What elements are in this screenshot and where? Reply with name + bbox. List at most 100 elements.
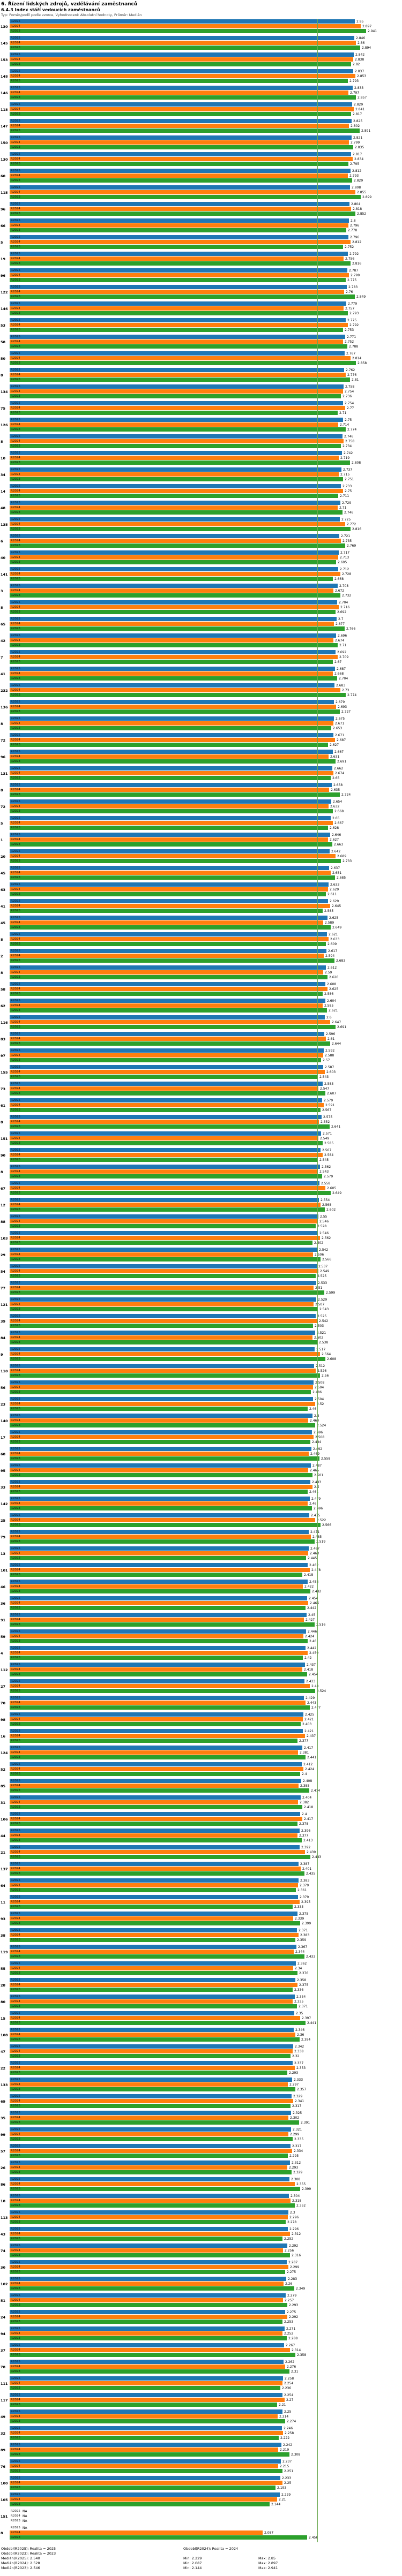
bar-r2023 xyxy=(10,1822,297,1826)
series-label: R2025 xyxy=(11,2194,20,2197)
bar-r2024 xyxy=(10,290,344,294)
bar-row: R2025 2.287 xyxy=(10,2260,402,2265)
series-label: R2025 xyxy=(11,1082,20,1085)
period-r2025: Období(R2025): Realita = 2025 xyxy=(1,2547,56,2551)
bar-row: R2025 2.317 xyxy=(10,2144,402,2149)
bar-r2025 xyxy=(10,1945,296,1949)
series-label: R2025 xyxy=(11,601,20,604)
bar-row: R2025 2.508 xyxy=(10,1380,402,1385)
bar-row: R2024 2.258 xyxy=(10,2431,402,2436)
group-label: 150 xyxy=(1,141,8,145)
bar-row: R2023 2.477 xyxy=(10,1705,402,1710)
bar-r2025 xyxy=(10,2028,294,2032)
series-label: R2025 xyxy=(11,86,20,89)
bar-row: R2025 2.817 xyxy=(10,152,402,157)
bar-group: 77 R2025 2.533 R2024 2.51 R2023 2.599 xyxy=(0,1281,402,1297)
bar-r2024 xyxy=(10,24,361,28)
bar-r2025 xyxy=(10,2160,290,2165)
bar-r2024 xyxy=(10,1252,313,1257)
bar-row: R2023 2.335 xyxy=(10,2137,402,2142)
bar-group: 102 R2025 2.283 R2024 2.26 R2023 2.349 xyxy=(0,2277,402,2293)
series-label: R2025 xyxy=(11,468,20,471)
bar-row: R2025 2.537 xyxy=(10,1264,402,1269)
value-label: 2.612 xyxy=(327,966,337,970)
bar-row: R2025 2.554 xyxy=(10,1198,402,1203)
bar-row: R2024 2.632 xyxy=(10,804,402,809)
bar-row: R2025 2.471 xyxy=(10,1530,402,1535)
value-label: 2.48 xyxy=(311,1684,319,1688)
bar-r2025 xyxy=(10,932,327,936)
bar-r2023 xyxy=(10,1672,307,1676)
series-label: R2024 xyxy=(11,1386,20,1389)
bar-row: R2023 2.57 xyxy=(10,1058,402,1063)
bar-group: 59 R2025 2.446 R2024 2.424 R2023 2.46 xyxy=(0,1629,402,1646)
series-label: R2025 xyxy=(11,2045,20,2048)
series-label: R2024 xyxy=(11,207,20,210)
bar-r2023 xyxy=(10,759,336,764)
value-label: 2.087 xyxy=(264,2531,274,2535)
bar-row: R2023 2.774 xyxy=(10,427,402,432)
series-label: R2024 xyxy=(11,2016,20,2020)
bar-r2023 xyxy=(10,2419,285,2423)
bar-r2024 xyxy=(10,472,339,477)
value-label: 2.397 xyxy=(302,2016,311,2020)
bar-r2024 xyxy=(10,854,336,858)
value-label: 2.395 xyxy=(301,1900,311,1904)
bar-r2023 xyxy=(10,1191,331,1195)
bar-group: 96 R2025 2.787 R2024 2.799 R2023 2.775 xyxy=(0,268,402,285)
series-label: R2024 xyxy=(11,2116,20,2119)
bar-r2024 xyxy=(10,688,340,692)
na-label: NA xyxy=(23,2514,27,2518)
value-label: 2.4 xyxy=(302,1812,307,1816)
value-label: 2.502 xyxy=(314,1336,324,1340)
stat-line-r2024: Medián(R2024): 2.528 Min: 2.087 Max: 2.8… xyxy=(1,2561,401,2566)
bar-row: R2025 2.312 xyxy=(10,2160,402,2165)
value-label: 2.242 xyxy=(283,2443,293,2447)
series-label: R2024 xyxy=(11,74,20,78)
series-label: R2025 xyxy=(11,1132,20,1135)
bar-r2025 xyxy=(10,2011,294,2015)
series-label: R2025 xyxy=(11,2393,20,2397)
bar-row: R2024 2.631 xyxy=(10,754,402,759)
bar-r2024 xyxy=(10,2431,283,2435)
value-label: 2.71 xyxy=(339,411,347,415)
value-label: 2.337 xyxy=(294,2061,304,2065)
series-label: R2025 xyxy=(11,2310,20,2314)
bar-row: R2023 2.4 xyxy=(10,1772,402,1777)
value-label: 2.704 xyxy=(339,677,348,681)
series-label: R2023 xyxy=(11,1988,20,1991)
series-label: R2023 xyxy=(11,1241,20,1244)
bar-row: R2024 2.61 xyxy=(10,1037,402,1041)
series-label: R2025 xyxy=(11,783,20,787)
bar-row: R2025 2.821 xyxy=(10,135,402,140)
value-label: 2.713 xyxy=(340,556,349,560)
bar-r2023 xyxy=(10,195,361,199)
group-label: 5 xyxy=(1,240,3,245)
bar-r2024 xyxy=(10,1020,330,1024)
bar-row: R2023 2.399 xyxy=(10,1921,402,1926)
bar-r2023 xyxy=(10,2436,279,2440)
bar-row: R2023 2.746 xyxy=(10,510,402,515)
bar-r2024 xyxy=(10,489,343,493)
bar-row: R2024 2.502 xyxy=(10,1335,402,1340)
bar-r2025 xyxy=(10,965,326,970)
bar-group: 58 R2025 2.771 R2024 2.752 R2023 2.788 xyxy=(0,335,402,351)
bar-row: R2025 2.533 xyxy=(10,1281,402,1286)
bar-r2024 xyxy=(10,588,333,593)
value-label: 2.55 xyxy=(320,1215,327,1219)
series-label: R2024 xyxy=(11,274,20,277)
bar-r2025 xyxy=(10,1463,311,1468)
bar-r2023 xyxy=(10,510,343,515)
series-label: R2024 xyxy=(11,1469,20,1472)
value-label: 2.762 xyxy=(346,368,355,372)
group-label: 17 xyxy=(1,1436,6,1440)
bar-r2023 xyxy=(10,2353,295,2357)
bar-r2025 xyxy=(10,2310,285,2314)
series-label: R2025 xyxy=(11,2443,20,2446)
value-label: 2.445 xyxy=(308,1557,317,1560)
series-label: R2023 xyxy=(11,1855,20,1859)
bar-r2024 xyxy=(10,2165,287,2170)
value-label: 2.668 xyxy=(334,577,344,581)
value-label: 2.325 xyxy=(293,2111,302,2115)
bar-group: 66 R2025 2.8 R2024 2.796 R2023 2.778 xyxy=(0,218,402,235)
